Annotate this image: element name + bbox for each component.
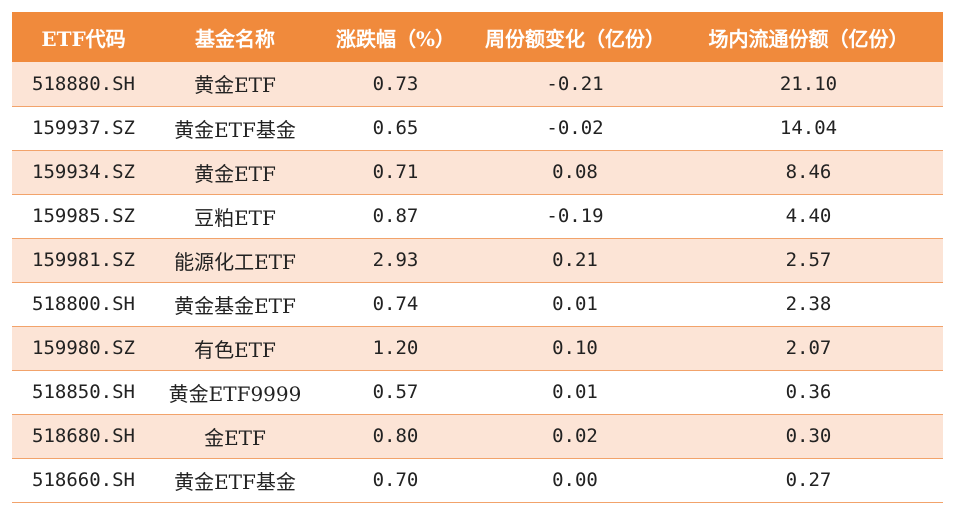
cell-etf-code: 518660.SH — [12, 458, 155, 503]
table-header: ETF代码 基金名称 涨跌幅（%） 周份额变化（亿份） 场内流通份额（亿份） — [12, 12, 943, 62]
cell-change-pct: 0.74 — [315, 282, 476, 327]
cell-floating-shares: 14.04 — [674, 106, 943, 151]
cell-weekly-share-change: 0.00 — [476, 458, 674, 503]
table-row: 159985.SZ 豆粕ETF 0.87 -0.19 4.40 — [12, 194, 943, 239]
cell-fund-name: 黄金ETF基金 — [155, 458, 315, 503]
cell-etf-code: 159981.SZ — [12, 238, 155, 283]
cell-change-pct: 0.65 — [315, 106, 476, 151]
cell-weekly-share-change: -0.02 — [476, 106, 674, 151]
cell-floating-shares: 0.27 — [674, 458, 943, 503]
cell-change-pct: 0.70 — [315, 458, 476, 503]
cell-fund-name: 黄金ETF基金 — [155, 106, 315, 151]
table-body: 518880.SH 黄金ETF 0.73 -0.21 21.10 159937.… — [12, 62, 943, 503]
cell-fund-name: 能源化工ETF — [155, 238, 315, 283]
table-row: 159981.SZ 能源化工ETF 2.93 0.21 2.57 — [12, 238, 943, 283]
cell-etf-code: 159937.SZ — [12, 106, 155, 151]
cell-weekly-share-change: 0.10 — [476, 326, 674, 371]
cell-fund-name: 黄金ETF — [155, 62, 315, 107]
cell-weekly-share-change: 0.02 — [476, 414, 674, 459]
cell-change-pct: 0.71 — [315, 150, 476, 195]
cell-fund-name: 有色ETF — [155, 326, 315, 371]
header-weekly-share-change: 周份额变化（亿份） — [476, 12, 674, 62]
table-row: 518850.SH 黄金ETF9999 0.57 0.01 0.36 — [12, 370, 943, 415]
cell-etf-code: 159985.SZ — [12, 194, 155, 239]
cell-weekly-share-change: -0.19 — [476, 194, 674, 239]
cell-change-pct: 0.73 — [315, 62, 476, 107]
cell-floating-shares: 2.38 — [674, 282, 943, 327]
cell-fund-name: 黄金基金ETF — [155, 282, 315, 327]
cell-floating-shares: 4.40 — [674, 194, 943, 239]
cell-change-pct: 0.87 — [315, 194, 476, 239]
cell-change-pct: 1.20 — [315, 326, 476, 371]
cell-fund-name: 金ETF — [155, 414, 315, 459]
header-floating-shares: 场内流通份额（亿份） — [674, 12, 943, 62]
cell-change-pct: 2.93 — [315, 238, 476, 283]
cell-weekly-share-change: -0.21 — [476, 62, 674, 107]
cell-floating-shares: 0.36 — [674, 370, 943, 415]
cell-etf-code: 518850.SH — [12, 370, 155, 415]
table-row: 159980.SZ 有色ETF 1.20 0.10 2.07 — [12, 326, 943, 371]
cell-floating-shares: 0.30 — [674, 414, 943, 459]
etf-table: ETF代码 基金名称 涨跌幅（%） 周份额变化（亿份） 场内流通份额（亿份） 5… — [12, 12, 943, 503]
cell-change-pct: 0.57 — [315, 370, 476, 415]
cell-floating-shares: 21.10 — [674, 62, 943, 107]
table-row: 159934.SZ 黄金ETF 0.71 0.08 8.46 — [12, 150, 943, 195]
cell-weekly-share-change: 0.08 — [476, 150, 674, 195]
cell-fund-name: 黄金ETF9999 — [155, 370, 315, 415]
cell-etf-code: 159934.SZ — [12, 150, 155, 195]
etf-table-container: ETF代码 基金名称 涨跌幅（%） 周份额变化（亿份） 场内流通份额（亿份） 5… — [12, 12, 943, 503]
table-row: 518880.SH 黄金ETF 0.73 -0.21 21.10 — [12, 62, 943, 107]
header-row: ETF代码 基金名称 涨跌幅（%） 周份额变化（亿份） 场内流通份额（亿份） — [12, 12, 943, 62]
cell-floating-shares: 8.46 — [674, 150, 943, 195]
cell-weekly-share-change: 0.01 — [476, 282, 674, 327]
header-change-pct: 涨跌幅（%） — [315, 12, 476, 62]
cell-weekly-share-change: 0.21 — [476, 238, 674, 283]
cell-etf-code: 518800.SH — [12, 282, 155, 327]
cell-fund-name: 豆粕ETF — [155, 194, 315, 239]
table-row: 518660.SH 黄金ETF基金 0.70 0.00 0.27 — [12, 458, 943, 503]
header-fund-name: 基金名称 — [155, 12, 315, 62]
cell-floating-shares: 2.07 — [674, 326, 943, 371]
table-row: 159937.SZ 黄金ETF基金 0.65 -0.02 14.04 — [12, 106, 943, 151]
header-etf-code: ETF代码 — [12, 12, 155, 62]
cell-etf-code: 518880.SH — [12, 62, 155, 107]
cell-floating-shares: 2.57 — [674, 238, 943, 283]
table-row: 518680.SH 金ETF 0.80 0.02 0.30 — [12, 414, 943, 459]
cell-weekly-share-change: 0.01 — [476, 370, 674, 415]
cell-fund-name: 黄金ETF — [155, 150, 315, 195]
table-row: 518800.SH 黄金基金ETF 0.74 0.01 2.38 — [12, 282, 943, 327]
cell-change-pct: 0.80 — [315, 414, 476, 459]
cell-etf-code: 159980.SZ — [12, 326, 155, 371]
cell-etf-code: 518680.SH — [12, 414, 155, 459]
